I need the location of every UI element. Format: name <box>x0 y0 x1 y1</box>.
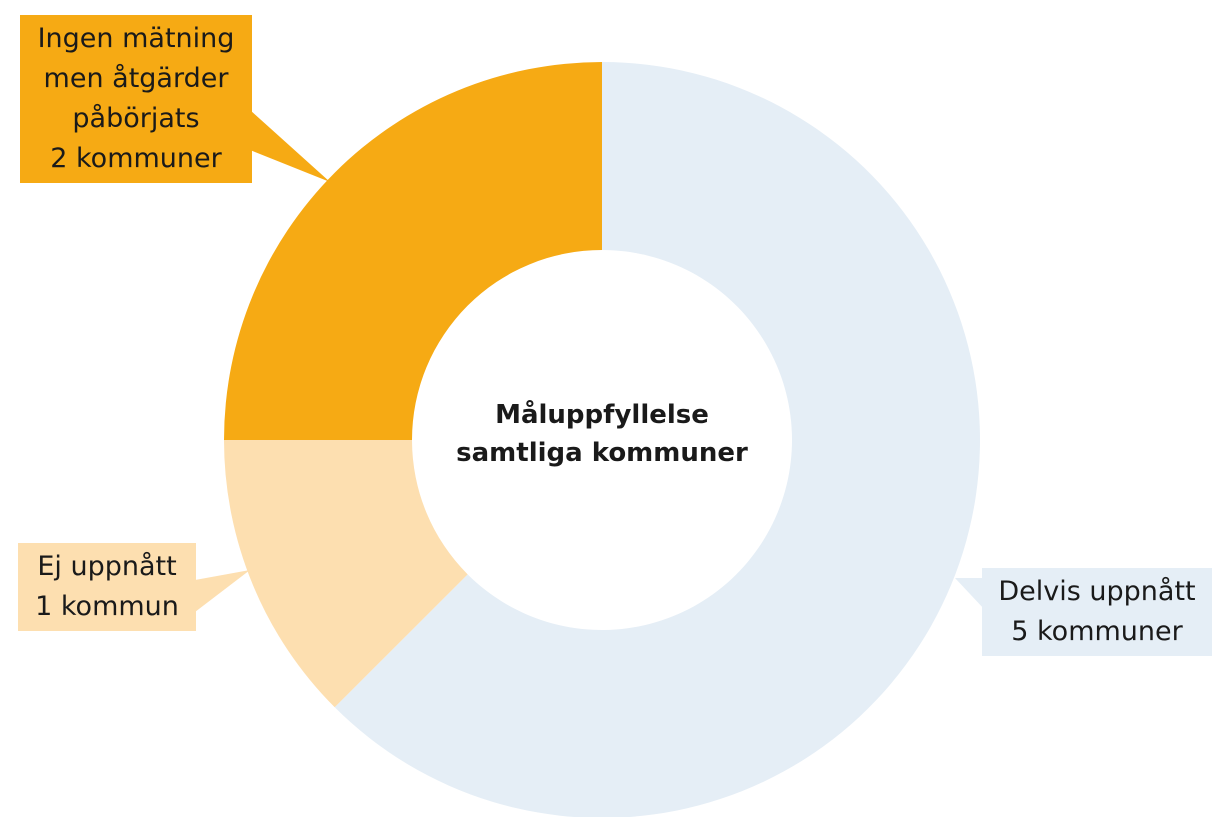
value-label: 1 kommun <box>35 591 179 622</box>
category-label: Ej uppnått <box>37 551 177 582</box>
callout-connector <box>195 570 250 612</box>
value-label: 2 kommuner <box>50 143 222 174</box>
slice-label: Ej uppnått 1 kommun <box>18 543 196 631</box>
slice-label: Delvis uppnått 5 kommuner <box>982 568 1212 656</box>
callout-connector <box>955 578 985 610</box>
category-label: Ingen mätning men åtgärder påbörjats <box>37 23 235 134</box>
chart-title: Måluppfyllelse samtliga kommuner <box>456 400 748 468</box>
donut-slice <box>224 440 468 708</box>
donut-slice <box>224 62 602 440</box>
callout-connector <box>250 110 330 182</box>
category-label: Delvis uppnått <box>998 576 1196 607</box>
value-label: 5 kommuner <box>1011 616 1183 647</box>
donut-slice <box>334 62 980 817</box>
slice-label: Ingen mätning men åtgärder påbörjats 2 k… <box>20 15 252 183</box>
